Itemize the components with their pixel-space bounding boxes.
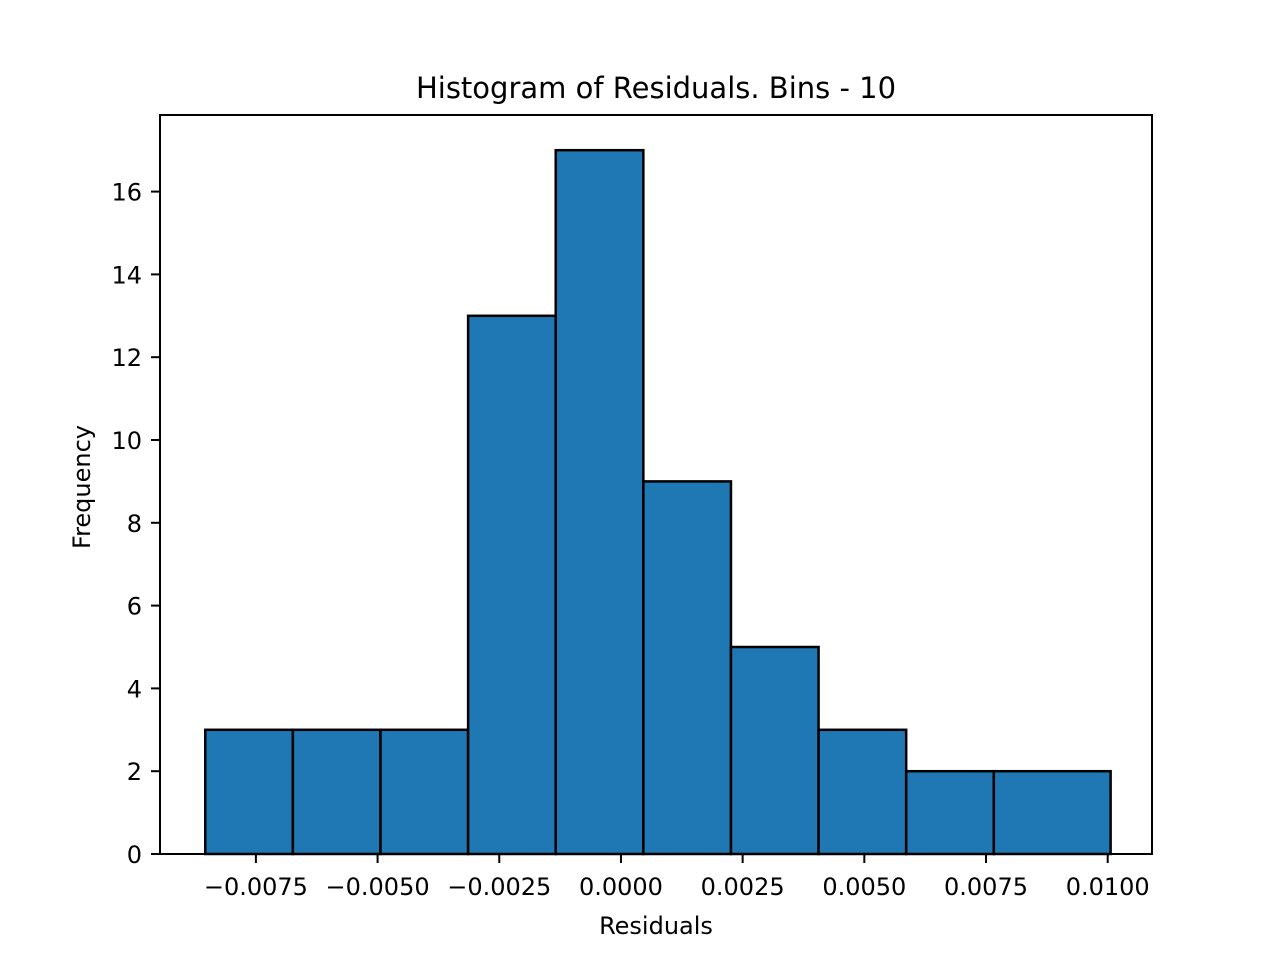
x-tick-label: −0.0075 bbox=[204, 873, 308, 901]
y-tick-label: 0 bbox=[127, 841, 142, 869]
histogram-bar bbox=[904, 769, 996, 856]
x-tick-label: 0.0000 bbox=[579, 873, 663, 901]
x-tick-label: −0.0050 bbox=[326, 873, 430, 901]
y-tick-label: 12 bbox=[111, 344, 142, 372]
y-axis: 0 2 4 6 8 10 12 14 16 bbox=[111, 179, 160, 869]
y-tick-label: 6 bbox=[127, 593, 142, 621]
x-axis: −0.0075 −0.0050 −0.0025 0.0000 0.0025 0.0050 0… bbox=[204, 854, 1150, 901]
histogram-bar bbox=[817, 728, 908, 856]
y-axis-label: Frequency bbox=[68, 425, 96, 549]
histogram-bar bbox=[466, 314, 557, 856]
x-axis-label: Residuals bbox=[599, 912, 713, 940]
y-tick-label: 4 bbox=[127, 675, 142, 703]
histogram-bar bbox=[291, 728, 382, 856]
histogram-bar bbox=[729, 645, 820, 856]
histogram-bar bbox=[642, 480, 733, 856]
histogram-bar bbox=[379, 728, 470, 856]
y-tick-label: 16 bbox=[111, 179, 142, 207]
x-tick-label: 0.0025 bbox=[701, 873, 785, 901]
histogram-bar bbox=[992, 769, 1112, 856]
x-tick-label: 0.0050 bbox=[822, 873, 906, 901]
plot-frame bbox=[159, 114, 1153, 855]
x-tick-label: −0.0025 bbox=[447, 873, 551, 901]
y-tick-label: 8 bbox=[127, 510, 142, 538]
y-tick-label: 10 bbox=[111, 427, 142, 455]
histogram-bar bbox=[204, 728, 295, 856]
bars-layer bbox=[204, 148, 1112, 856]
chart-title: Histogram of Residuals. Bins - 10 bbox=[416, 71, 896, 105]
y-tick-label: 2 bbox=[127, 758, 142, 786]
y-tick-label: 14 bbox=[111, 261, 142, 289]
x-tick-label: 0.0100 bbox=[1066, 873, 1150, 901]
x-tick-label: 0.0075 bbox=[944, 873, 1028, 901]
histogram-bar bbox=[554, 148, 645, 856]
